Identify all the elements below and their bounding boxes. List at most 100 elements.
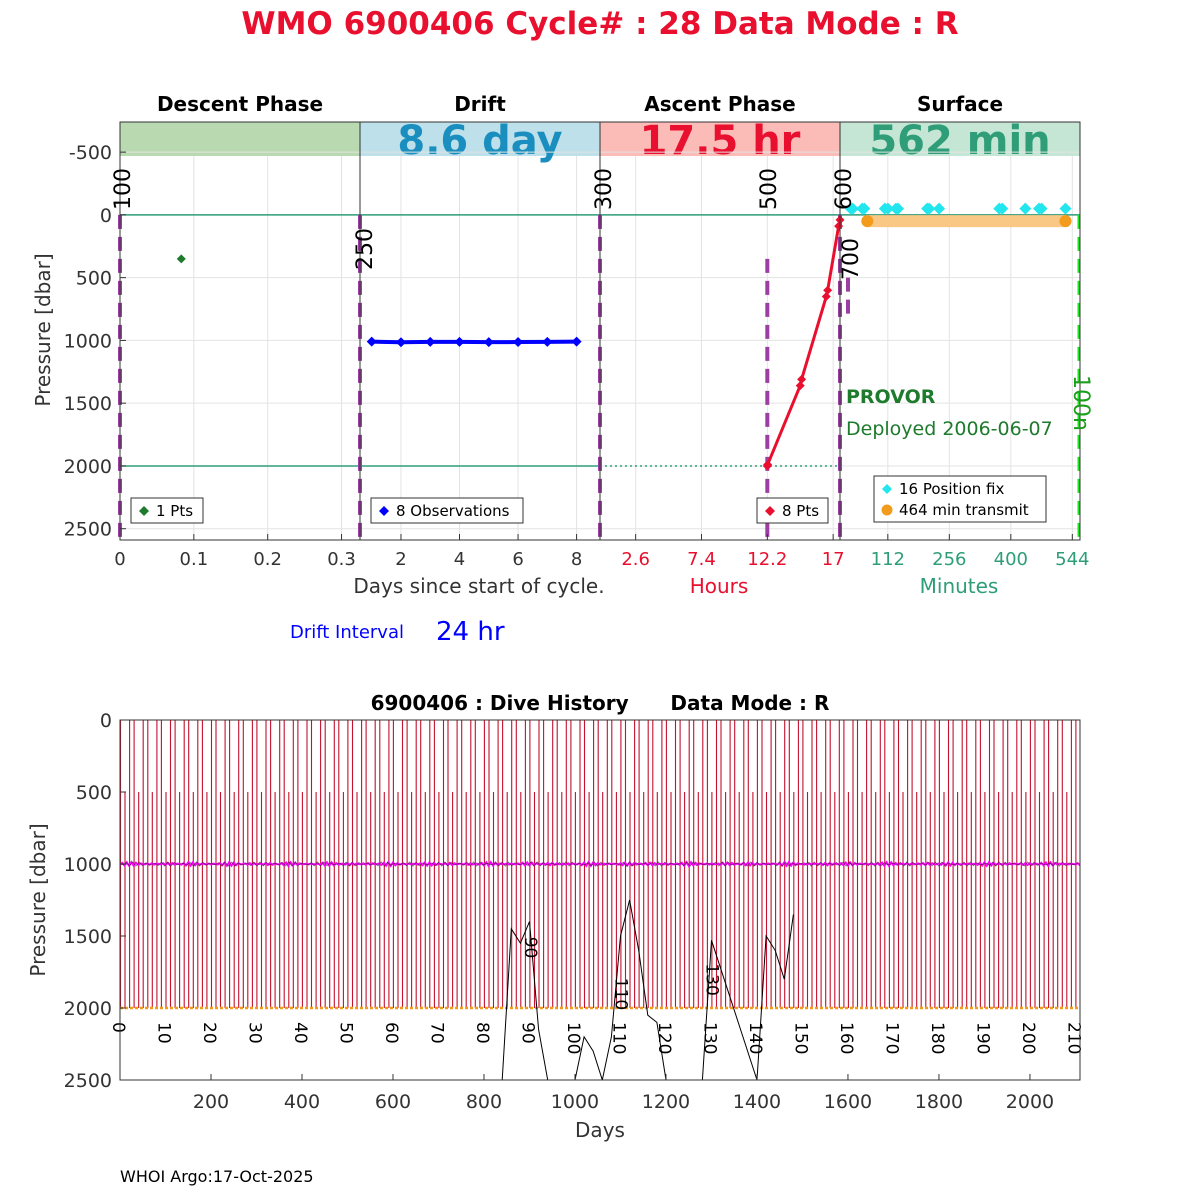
position-fix-point (923, 202, 936, 215)
legend-marker (139, 506, 149, 516)
cycle-number-label: 140 (745, 1022, 765, 1054)
position-fix-point (858, 202, 871, 215)
cycle-number-label: 60 (381, 1022, 401, 1044)
drift-point (366, 336, 377, 347)
footer-credit: WHOI Argo:17-Oct-2025 (120, 1167, 314, 1186)
drift-point (425, 336, 436, 347)
legend: 8 Pts (756, 497, 829, 524)
y-tick-label: 0 (100, 710, 112, 732)
cycle-number-label: 50 (335, 1022, 355, 1044)
transmit-end-point (1059, 215, 1072, 228)
legend: 1 Pts (130, 497, 204, 524)
drift-interval-value: 24 hr (436, 617, 505, 647)
drift-point (542, 336, 553, 347)
phase-band (120, 122, 360, 156)
x-tick-label: 2.6 (621, 549, 650, 570)
x-tick-label: 1600 (824, 1091, 872, 1113)
drift-interval-label: Drift Interval (290, 622, 404, 643)
cycle-number-label: 90 (520, 937, 540, 959)
legend-marker (379, 506, 389, 516)
x-tick-label: 0 (114, 549, 125, 570)
phase-band (840, 122, 1080, 156)
phase-duration-label: 17.5 hr (640, 118, 801, 164)
top-x-axis-label-hours: Hours (690, 574, 749, 598)
figure-title: WMO 6900406 Cycle# : 28 Data Mode : R (241, 6, 958, 42)
position-fix-point (846, 202, 859, 215)
legend-marker (765, 506, 775, 516)
legend-label: 8 Observations (396, 502, 510, 520)
x-tick-label: 6 (512, 549, 523, 570)
phase-marker-label: 250 (353, 228, 378, 270)
bottom-plot-frame (119, 719, 1081, 1081)
x-tick-label: 800 (466, 1091, 502, 1113)
phase-marker-label: 100n (1068, 375, 1093, 431)
legend-box (873, 475, 1047, 523)
ascent-point (834, 221, 844, 231)
drift-point (395, 337, 406, 348)
y-tick-label: 2000 (64, 998, 112, 1020)
cycle-number-label: 70 (426, 1022, 446, 1044)
y-tick-label: 0 (100, 205, 112, 227)
phase-title: Surface (917, 92, 1003, 116)
y-tick-label: 1000 (64, 330, 112, 352)
x-tick-label: 0.1 (180, 549, 209, 570)
phase-marker-label: 600 (832, 168, 857, 210)
position-fix-point (1035, 202, 1048, 215)
top-y-axis-label: Pressure [dbar] (31, 253, 55, 406)
cycle-number-label: 90 (517, 1022, 537, 1044)
x-tick-label: 200 (193, 1091, 229, 1113)
x-tick-label: 7.4 (687, 549, 716, 570)
ascent-point (823, 285, 833, 295)
cycle-number-label: 110 (608, 1022, 628, 1054)
x-tick-label: 1400 (733, 1091, 781, 1113)
x-tick-label: 600 (375, 1091, 411, 1113)
x-tick-label: 1800 (915, 1091, 963, 1113)
ascent-point (795, 381, 805, 391)
legend-marker (881, 504, 893, 516)
x-tick-label: 12.2 (747, 549, 787, 570)
x-tick-label: 17 (822, 549, 845, 570)
x-tick-label: 0.2 (253, 549, 282, 570)
cycle-number-label: 200 (1018, 1022, 1038, 1054)
phase-band (360, 122, 600, 156)
y-tick-label: 1000 (64, 854, 112, 876)
y-tick-label: 2500 (64, 519, 112, 541)
drift-point (513, 337, 524, 348)
phase-band (600, 122, 840, 156)
deployment-date-label: Deployed 2006-06-07 (846, 418, 1053, 440)
cycle-number-label: 20 (199, 1022, 219, 1044)
y-tick-label: 1500 (64, 393, 112, 415)
dive-history-title: 6900406 : Dive History Data Mode : R (371, 691, 830, 715)
ascent-point (797, 374, 807, 384)
x-tick-label: 256 (932, 549, 966, 570)
cycle-number-label: 100 (563, 1022, 583, 1054)
legend-label: 1 Pts (156, 502, 193, 520)
cycle-number-label: 150 (790, 1022, 810, 1054)
drift-point (454, 336, 465, 347)
ascent-line (765, 219, 842, 467)
drift-point (571, 336, 582, 347)
cycle-number-label: 110 (611, 978, 631, 1010)
phase-title: Descent Phase (157, 92, 323, 116)
phase-marker-label: 500 (757, 168, 782, 210)
legend-label: 464 min transmit (899, 501, 1029, 519)
x-tick-label: 400 (994, 549, 1028, 570)
legend: 16 Position fix 464 min transmit (873, 475, 1047, 523)
y-tick-label: 2000 (64, 456, 112, 478)
float-model-label: PROVOR (846, 386, 936, 408)
position-fix-point (881, 202, 894, 215)
deep-drift-trace (501, 899, 794, 1080)
phase-marker-label: 300 (592, 168, 617, 210)
drift-pressure-trace (120, 861, 1079, 867)
position-fix-point (996, 202, 1009, 215)
cycle-number-label: 120 (654, 1022, 674, 1054)
legend: 8 Observations (370, 497, 524, 524)
phase-marker-label: 100 (111, 168, 136, 210)
top-x-axis-label-days: Days since start of cycle. (353, 574, 604, 598)
cycle-number-label: 130 (699, 1022, 719, 1054)
x-tick-label: 2000 (1006, 1091, 1054, 1113)
cycle-number-label: 190 (972, 1022, 992, 1054)
cycle-number-label: 0 (108, 1022, 128, 1033)
descent-point (176, 254, 186, 264)
x-tick-label: 1200 (642, 1091, 690, 1113)
